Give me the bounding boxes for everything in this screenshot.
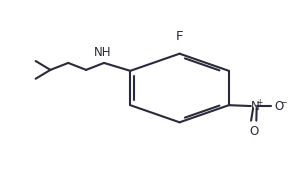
Text: NH: NH: [94, 46, 111, 58]
Text: +: +: [256, 98, 262, 107]
Text: F: F: [176, 30, 183, 43]
Text: −: −: [280, 98, 287, 107]
Text: O: O: [249, 125, 258, 138]
Text: N: N: [251, 100, 260, 112]
Text: O: O: [275, 100, 284, 112]
